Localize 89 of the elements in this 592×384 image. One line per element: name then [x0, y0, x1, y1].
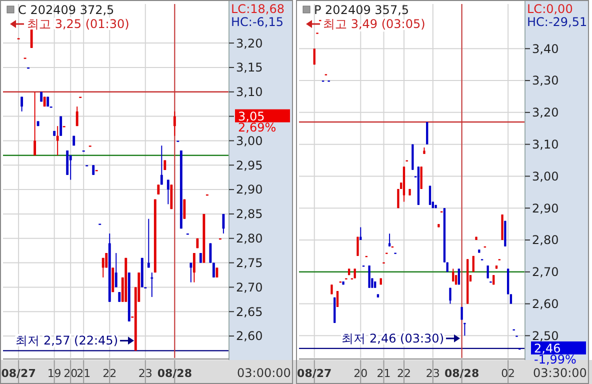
candlestick: [56, 126, 59, 156]
candlestick: [147, 218, 150, 268]
text: 2,46: [534, 342, 561, 356]
candlestick: [69, 154, 72, 180]
annotation: 최고 3,49 (03:05): [323, 17, 426, 31]
candlestick: [183, 198, 186, 220]
text: 3,05: [238, 110, 265, 124]
candlestick: [190, 262, 192, 283]
text: HC:-6,15: [231, 15, 284, 29]
candlestick: [199, 252, 202, 264]
y-tick-label: 3,20: [236, 36, 263, 50]
candlestick: [420, 166, 422, 190]
y-tick-label: 2,65: [236, 304, 263, 319]
text: HC:-29,51: [527, 15, 588, 29]
x-tick-label: 20: [64, 367, 78, 380]
candlestick: [34, 91, 36, 156]
y-tick-label: 2,90: [532, 201, 559, 216]
y-tick-label: 2,50: [532, 328, 559, 343]
candlestick: [212, 262, 215, 278]
candlestick: [336, 290, 339, 308]
candlestick: [426, 122, 428, 145]
candlestick: [452, 268, 454, 282]
y-tick-label: 3,40: [532, 42, 559, 56]
candlestick: [428, 185, 432, 206]
y-tick-label: 2,75: [236, 256, 263, 270]
candlestick: [157, 184, 160, 195]
x-tick-label: 08/28: [444, 367, 480, 380]
x-tick-label: 08/28: [157, 367, 192, 380]
y-tick-label: 2,70: [236, 280, 263, 294]
candlestick: [222, 213, 225, 234]
y-tick-label: 2,80: [236, 232, 263, 246]
text: 03:30:00: [533, 366, 587, 380]
candlestick: [60, 116, 62, 136]
y-tick-label: 2,90: [236, 182, 263, 197]
candlestick: [388, 233, 391, 247]
chart-title: P 202409 357,5: [314, 3, 410, 17]
candlestick: [160, 145, 163, 186]
y-tick-label: 3,15: [236, 60, 263, 75]
y-tick-label: 2,60: [236, 329, 263, 344]
candlestick: [510, 294, 512, 304]
y-tick-label: 2,80: [532, 233, 559, 248]
y-tick-label: 3,00: [236, 134, 263, 148]
candlestick: [76, 106, 78, 127]
candlestick: [368, 265, 370, 288]
ref-line-label: 최저 2,57 (22:45): [16, 334, 118, 348]
candlestick: [173, 110, 176, 136]
candlestick: [114, 252, 118, 288]
text: 03:00:00: [237, 366, 291, 380]
x-tick-label: 23: [426, 367, 440, 380]
x-tick-label: 20: [354, 367, 368, 380]
x-tick-label: 08/27: [1, 367, 36, 380]
candlestick: [486, 265, 489, 279]
y-tick-label: 3,10: [236, 85, 263, 100]
candlestick: [92, 164, 95, 176]
x-tick-label: 08/27: [297, 367, 332, 380]
y-tick-label: 2,60: [532, 296, 559, 311]
candlestick: [472, 255, 474, 272]
x-tick-label: 22: [396, 367, 411, 380]
x-tick-label: 21: [76, 367, 91, 380]
y-tick-label: 3,10: [532, 138, 559, 152]
candlestick: [354, 268, 356, 279]
x-tick-label: 21: [376, 367, 391, 380]
candlestick: [356, 236, 359, 256]
y-tick-label: 2,85: [236, 207, 263, 222]
candlestick: [464, 322, 466, 336]
ref-line-label: 최저 2,46 (03:30): [342, 331, 444, 346]
candlestick: [313, 48, 316, 66]
text: LC:18,68: [231, 2, 284, 16]
x-tick-label: 23: [138, 367, 152, 380]
candlestick: [118, 292, 121, 302]
x-tick-label: 19: [47, 367, 62, 380]
candlestick: [102, 257, 104, 278]
candlestick: [20, 96, 24, 112]
candlestick: [166, 179, 170, 205]
y-tick-label: 2,70: [532, 265, 559, 280]
candlestick: [192, 252, 196, 283]
y-tick-label: 3,20: [532, 106, 559, 120]
chart-title: C 202409 372,5: [18, 3, 114, 17]
candlestick: [458, 268, 460, 286]
x-tick-label: 02: [501, 367, 516, 380]
candlestick: [216, 267, 218, 278]
y-tick-label: 2,95: [236, 158, 263, 172]
candlestick: [449, 287, 452, 304]
y-tick-label: 3,00: [532, 169, 559, 184]
text: LC:0,00: [527, 2, 573, 16]
candlestick: [105, 252, 108, 268]
y-tick-label: 3,30: [532, 74, 559, 88]
x-tick-label: 22: [102, 367, 117, 380]
candlestick: [209, 242, 212, 264]
